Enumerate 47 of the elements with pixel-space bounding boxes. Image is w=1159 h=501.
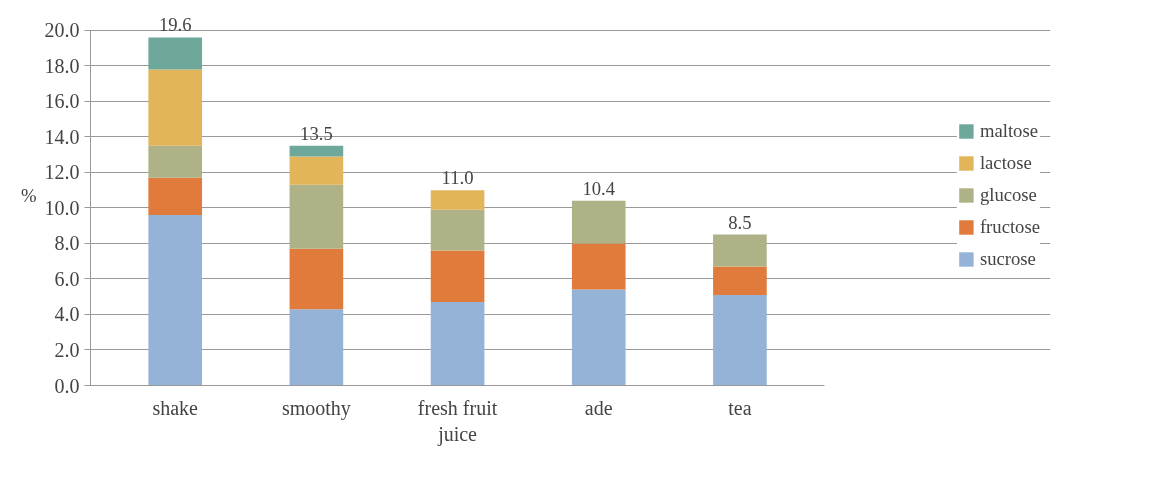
bar — [571, 243, 626, 290]
x-tick-label: ade — [584, 396, 613, 419]
y-tick-label: 20.0 — [44, 19, 80, 42]
total-label: 11.0 — [441, 167, 474, 189]
bar — [148, 177, 203, 216]
bar — [430, 209, 485, 251]
bar — [430, 302, 485, 386]
y-tick-label: 8.0 — [54, 232, 80, 255]
bar — [430, 190, 485, 210]
bar — [571, 289, 626, 386]
x-tick-label: shake — [152, 396, 199, 419]
bar — [289, 309, 344, 386]
legend-label: maltose — [979, 120, 1038, 142]
total-label: 8.5 — [728, 211, 752, 233]
bar — [713, 294, 767, 386]
bar — [289, 145, 344, 157]
x-tick-label: smoothy — [281, 396, 351, 420]
bar — [289, 248, 344, 310]
y-tick-label: 16.0 — [44, 90, 80, 113]
bar — [713, 266, 767, 295]
x-tick-label: tea — [728, 396, 752, 419]
y-tick-label: 10.0 — [44, 196, 80, 219]
bar — [289, 184, 344, 249]
total-label: 10.4 — [582, 177, 616, 199]
y-tick-label: 14.0 — [44, 125, 80, 148]
y-tick-label: 18.0 — [44, 54, 80, 77]
bar — [148, 37, 203, 70]
total-label: 19.6 — [158, 14, 192, 36]
total-label: 13.5 — [300, 122, 333, 144]
legend-label: glucose — [979, 184, 1037, 206]
bar — [713, 234, 767, 267]
legend-label: sucrose — [979, 248, 1036, 270]
y-tick-label: 12.0 — [44, 161, 80, 184]
bar — [148, 215, 203, 386]
legend-label: lactose — [979, 152, 1032, 174]
y-tick-label: 6.0 — [54, 267, 80, 290]
bar — [148, 145, 203, 178]
y-tick-label: 0.0 — [54, 374, 80, 397]
bar — [289, 156, 344, 185]
y-tick-label: 2.0 — [54, 338, 80, 361]
y-tick-label: 4.0 — [54, 303, 80, 326]
bar — [430, 250, 485, 303]
y-axis-title: % — [20, 185, 37, 206]
legend-label: fructose — [979, 216, 1040, 238]
bar — [148, 69, 203, 146]
x-tick-label: fresh fruit juice — [417, 396, 498, 446]
bar — [571, 200, 626, 244]
